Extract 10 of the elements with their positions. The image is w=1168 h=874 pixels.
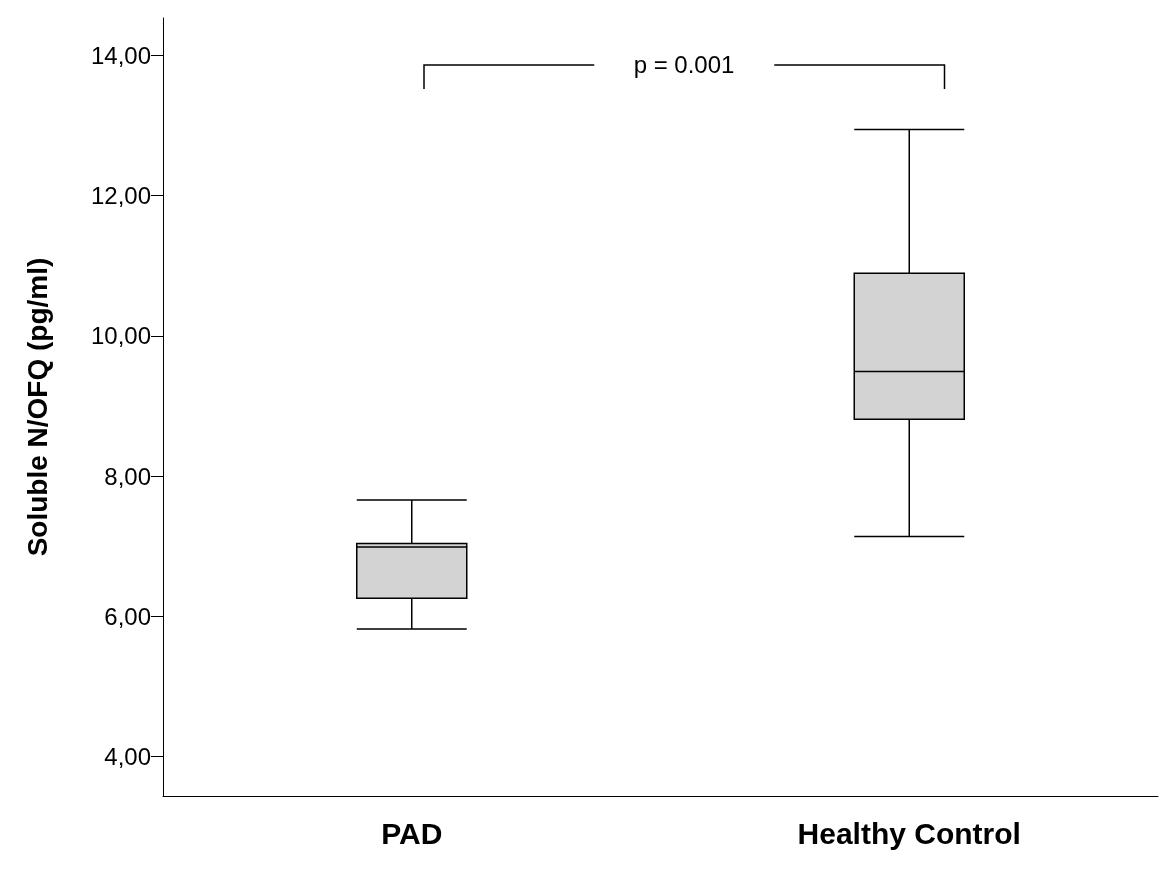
y-tick-label: 6,00 — [104, 602, 151, 630]
x-tick-label: PAD — [381, 816, 443, 850]
y-tick-label: 10,00 — [90, 322, 151, 350]
x-tick-label: Healthy Control — [797, 816, 1021, 850]
y-axis-title: Soluble N/OFQ (pg/ml) — [21, 257, 53, 557]
annotation: p = 0.001 — [633, 51, 735, 79]
y-tick-label: 12,00 — [90, 181, 151, 209]
y-tick-label: 4,00 — [104, 743, 151, 771]
y-tick-label: 8,00 — [104, 462, 151, 490]
y-tick-label: 14,00 — [90, 41, 151, 69]
